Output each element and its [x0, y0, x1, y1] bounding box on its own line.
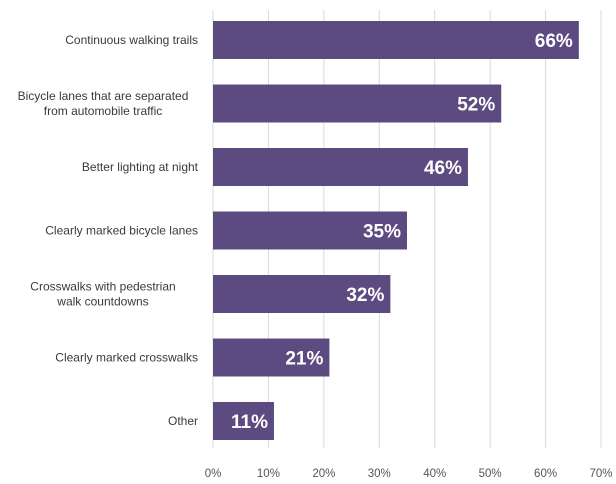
bar: [213, 21, 579, 59]
bars: 66% 52% 46% 35% 32% 21% 11%: [213, 21, 579, 440]
bar: [213, 148, 468, 186]
x-tick-label: 70%: [589, 468, 612, 480]
x-tick-label: 30%: [368, 468, 391, 480]
category-label-line: from automobile traffic: [44, 104, 163, 118]
bar-value-label: 32%: [346, 285, 384, 306]
category-label-line: Crosswalks with pedestrian: [30, 280, 175, 294]
category-label: Clearly marked crosswalks: [55, 351, 198, 365]
category-label-line: Clearly marked crosswalks: [55, 351, 198, 365]
category-label-line: Clearly marked bicycle lanes: [45, 224, 198, 238]
bar-value-label: 66%: [535, 31, 573, 52]
x-tick-label: 10%: [257, 468, 280, 480]
x-tick-label: 20%: [312, 468, 335, 480]
category-labels: Continuous walking trails Bicycle lanes t…: [18, 33, 199, 428]
category-label: Clearly marked bicycle lanes: [45, 224, 198, 238]
category-label-line: Bicycle lanes that are separated: [18, 89, 189, 103]
bar: [213, 275, 391, 313]
category-label-line: Continuous walking trails: [65, 33, 198, 47]
bar: [213, 211, 407, 250]
category-label-line: Better lighting at night: [82, 160, 199, 174]
x-tick-label: 40%: [423, 468, 446, 480]
category-label: Better lighting at night: [82, 160, 199, 174]
x-tick-label: 0%: [205, 468, 222, 480]
bar: [213, 338, 330, 377]
category-label: Other: [168, 414, 198, 428]
x-tick-label: 50%: [479, 468, 502, 480]
x-tick-label: 60%: [534, 468, 557, 480]
bar-value-label: 35%: [363, 222, 401, 243]
category-label: Crosswalks with pedestrian walk countdown…: [30, 280, 175, 309]
bar-value-label: 52%: [457, 95, 495, 116]
bar: [213, 402, 274, 440]
category-label-line: Other: [168, 414, 198, 428]
x-axis-tick-labels: 0% 10% 20% 30% 40% 50% 60% 70%: [205, 468, 613, 480]
bar: [213, 84, 502, 123]
category-label: Continuous walking trails: [65, 33, 198, 47]
bar-value-label: 46%: [424, 158, 462, 179]
bar-value-label: 21%: [285, 349, 323, 370]
category-label-line: walk countdowns: [56, 295, 148, 309]
bar-value-label: 11%: [231, 412, 268, 433]
category-label: Bicycle lanes that are separated from aut…: [18, 89, 189, 118]
